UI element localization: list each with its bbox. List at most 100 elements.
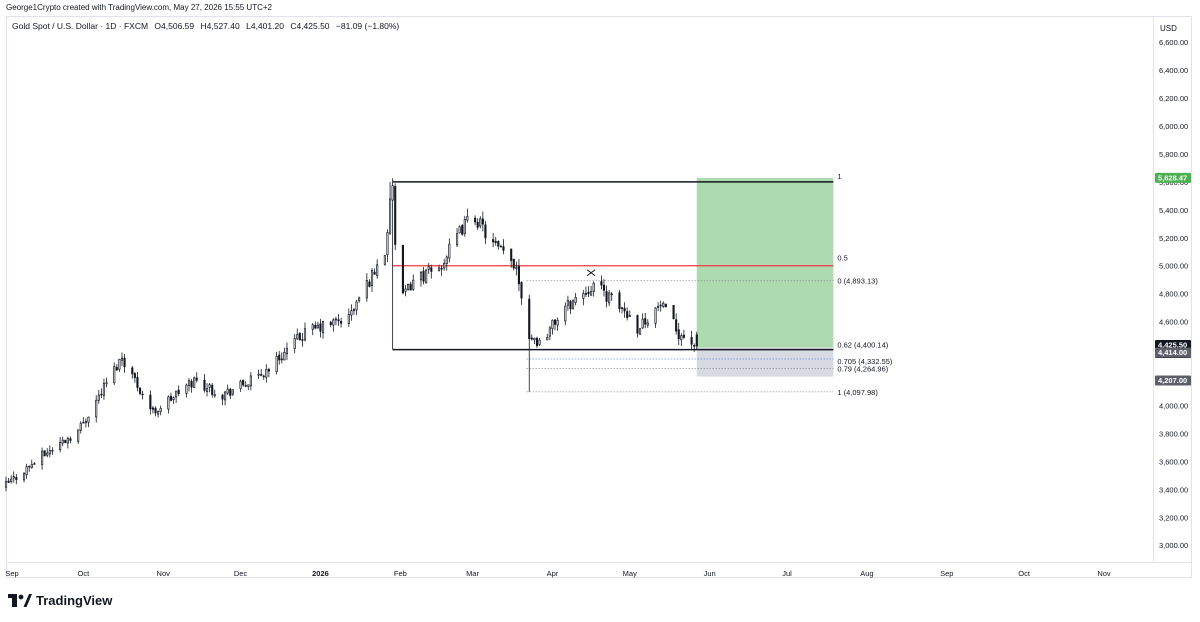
candle-body [301,339,304,341]
candle-body [510,248,513,261]
candle-body [260,374,263,376]
x-marker-stroke[interactable] [586,269,596,277]
candle-body [623,307,626,312]
candle-body [79,423,82,431]
symbol-title[interactable]: Gold Spot / U.S. Dollar · 1D · FXCM [12,21,149,31]
candle-body [639,328,642,335]
candle-body [275,356,278,373]
candle-body [123,357,126,368]
candle-body [131,367,134,375]
time-axis-divider [6,562,1192,563]
candle-body [419,272,423,281]
candle-body [409,283,412,291]
candle-body [422,270,425,282]
candle-body [7,480,10,483]
long-stop-zone[interactable] [696,347,834,377]
candle-body [298,332,301,341]
candle-body [693,345,696,347]
candle-body [481,218,484,225]
candle-body [48,450,51,455]
candle-body [474,217,477,223]
candle-body [10,478,13,483]
candle-body [113,366,116,384]
candle-body [213,394,216,397]
y-tick-label: 6,200.00 [1159,94,1188,103]
candle-body [82,421,85,424]
candle-body [463,219,466,235]
candle-body [285,347,289,355]
candle-body [247,384,250,387]
candle-body [654,307,657,324]
candle-body [690,337,693,345]
candle-body [590,291,593,296]
y-tick-label: 5,800.00 [1159,150,1188,159]
x-tick-label: Nov [157,569,171,578]
candle-body [249,375,252,387]
candle-body [391,185,394,201]
candle-body [64,439,67,444]
candle-body [175,390,178,398]
candle-body [608,292,611,304]
candle-body [646,322,649,326]
candle-body [190,380,193,388]
candle-body [242,380,245,386]
brand[interactable]: TradingView [8,593,112,608]
y-tick-label: 3,400.00 [1159,485,1188,494]
candle-body [664,303,667,308]
candle-body [401,244,404,294]
candle-body [340,321,343,324]
candle-body [427,266,430,270]
candle-body [314,325,317,329]
candle-body [172,397,175,400]
candle-body [138,387,142,394]
x-tick-label: Dec [234,569,248,578]
candle-body [187,380,191,386]
candle-body [332,319,335,326]
candle-body [262,375,265,378]
candle-body [528,298,531,340]
candle-body [97,394,100,401]
candle-body [115,367,118,371]
candle-body [675,319,678,332]
currency-label[interactable]: USD [1160,24,1177,33]
candle-body [311,324,314,330]
ohlc-change: −81.09 (−1.80%) [335,21,400,31]
candle-body [533,337,536,341]
candle-body [280,358,283,361]
range-mid-label: 0.5 [837,254,847,263]
candle-body [329,321,332,325]
brand-name: TradingView [36,593,113,608]
candle-body [437,267,441,271]
candle-body [61,439,64,444]
candle-body [239,380,242,389]
candle-body [267,369,270,372]
candle-body [316,324,319,329]
x-tick-label: Jul [782,569,792,578]
candle-body [628,315,631,317]
candle-body [59,442,62,451]
long-profit-zone[interactable] [696,177,834,348]
fib-level-label: 0.62 (4,400.14) [837,341,888,350]
candle-body [43,450,46,457]
candle-body [445,256,448,264]
y-tick-label: 3,000.00 [1159,541,1188,550]
price-badge[interactable] [1155,172,1191,183]
price-badge[interactable] [1155,347,1191,358]
y-tick-label: 6,400.00 [1159,66,1188,75]
tradingview-logo-icon [8,593,32,607]
price-axis-divider [1153,16,1154,562]
candle-body [229,388,232,396]
candle-body [265,368,268,378]
candle-body [69,438,72,441]
x-tick-label: 2026 [312,569,329,578]
candle-body [373,271,376,275]
y-tick-label: 4,000.00 [1159,401,1188,410]
candle-body [659,304,662,307]
candle-body [102,383,106,396]
candle-body [195,377,198,381]
x-tick-label: Mar [466,569,479,578]
price-badge[interactable] [1155,375,1191,386]
candle-body [538,339,541,345]
y-tick-label: 5,000.00 [1159,262,1188,271]
